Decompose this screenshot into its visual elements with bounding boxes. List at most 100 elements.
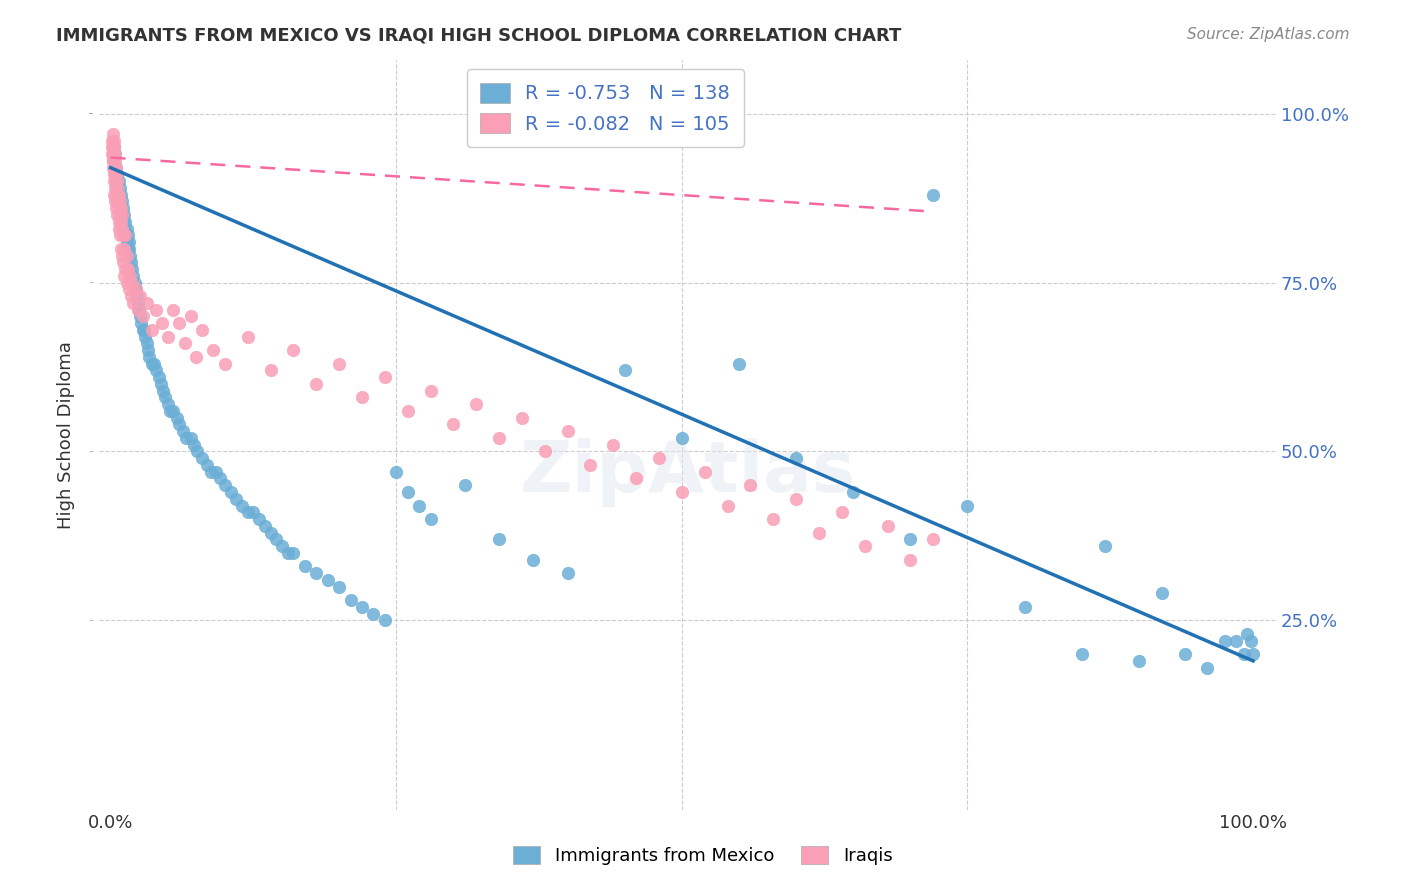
Point bbox=[1014, 599, 1036, 614]
Point bbox=[138, 350, 160, 364]
Point bbox=[105, 161, 128, 175]
Point bbox=[374, 613, 396, 627]
Point bbox=[242, 505, 264, 519]
Point bbox=[247, 512, 270, 526]
Point bbox=[1150, 586, 1173, 600]
Point bbox=[557, 566, 579, 580]
Point bbox=[101, 140, 124, 154]
Point bbox=[118, 282, 141, 296]
Point bbox=[162, 302, 184, 317]
Point bbox=[111, 221, 134, 235]
Point bbox=[149, 376, 172, 391]
Point bbox=[522, 552, 544, 566]
Point bbox=[510, 410, 533, 425]
Point bbox=[132, 323, 155, 337]
Point bbox=[143, 357, 166, 371]
Point bbox=[225, 491, 247, 506]
Point bbox=[363, 607, 385, 621]
Point bbox=[104, 147, 127, 161]
Point bbox=[328, 357, 350, 371]
Point bbox=[136, 336, 159, 351]
Point bbox=[136, 343, 159, 358]
Point bbox=[110, 201, 132, 215]
Point bbox=[183, 438, 205, 452]
Point bbox=[108, 208, 131, 222]
Point bbox=[173, 336, 195, 351]
Point bbox=[533, 444, 555, 458]
Point bbox=[107, 174, 129, 188]
Point bbox=[112, 215, 135, 229]
Point bbox=[112, 242, 135, 256]
Point bbox=[408, 499, 430, 513]
Point bbox=[104, 168, 127, 182]
Point bbox=[122, 268, 145, 283]
Point bbox=[131, 316, 153, 330]
Point bbox=[1240, 633, 1263, 648]
Point bbox=[396, 404, 419, 418]
Point bbox=[127, 295, 149, 310]
Point bbox=[807, 525, 830, 540]
Point bbox=[124, 276, 146, 290]
Point bbox=[671, 431, 693, 445]
Point bbox=[148, 370, 170, 384]
Point bbox=[120, 289, 142, 303]
Point bbox=[155, 391, 177, 405]
Point bbox=[305, 376, 328, 391]
Point bbox=[104, 168, 127, 182]
Point bbox=[100, 147, 122, 161]
Point bbox=[1174, 647, 1197, 661]
Point bbox=[231, 499, 253, 513]
Point bbox=[118, 235, 141, 249]
Point bbox=[107, 174, 129, 188]
Point bbox=[204, 465, 226, 479]
Point bbox=[115, 221, 138, 235]
Legend: R = -0.753   N = 138, R = -0.082   N = 105: R = -0.753 N = 138, R = -0.082 N = 105 bbox=[467, 70, 744, 147]
Point bbox=[174, 431, 197, 445]
Point bbox=[103, 174, 125, 188]
Point bbox=[956, 499, 979, 513]
Point bbox=[131, 310, 153, 324]
Point bbox=[114, 228, 136, 243]
Point bbox=[107, 208, 129, 222]
Point bbox=[114, 215, 136, 229]
Point bbox=[107, 168, 129, 182]
Point bbox=[259, 363, 281, 377]
Point bbox=[145, 302, 167, 317]
Point bbox=[350, 391, 373, 405]
Point bbox=[283, 546, 305, 560]
Point bbox=[385, 465, 408, 479]
Point bbox=[374, 370, 396, 384]
Point bbox=[101, 147, 124, 161]
Point bbox=[118, 248, 141, 262]
Point bbox=[277, 546, 299, 560]
Point bbox=[853, 539, 876, 553]
Point bbox=[107, 181, 129, 195]
Point bbox=[112, 201, 135, 215]
Point bbox=[740, 478, 762, 492]
Point bbox=[488, 431, 510, 445]
Point bbox=[1128, 654, 1150, 668]
Point bbox=[118, 268, 141, 283]
Point bbox=[922, 187, 945, 202]
Point bbox=[162, 404, 184, 418]
Point bbox=[305, 566, 328, 580]
Point bbox=[283, 343, 305, 358]
Point bbox=[114, 262, 136, 277]
Point bbox=[107, 221, 129, 235]
Point bbox=[785, 491, 807, 506]
Point bbox=[1094, 539, 1116, 553]
Point bbox=[117, 228, 139, 243]
Point bbox=[125, 282, 148, 296]
Point bbox=[122, 295, 145, 310]
Point bbox=[159, 404, 181, 418]
Point bbox=[103, 134, 125, 148]
Point bbox=[125, 289, 148, 303]
Point bbox=[108, 228, 131, 243]
Point bbox=[842, 485, 865, 500]
Point bbox=[115, 276, 138, 290]
Point bbox=[1070, 647, 1092, 661]
Point bbox=[602, 438, 624, 452]
Point bbox=[134, 329, 156, 343]
Point bbox=[214, 478, 236, 492]
Point bbox=[111, 208, 134, 222]
